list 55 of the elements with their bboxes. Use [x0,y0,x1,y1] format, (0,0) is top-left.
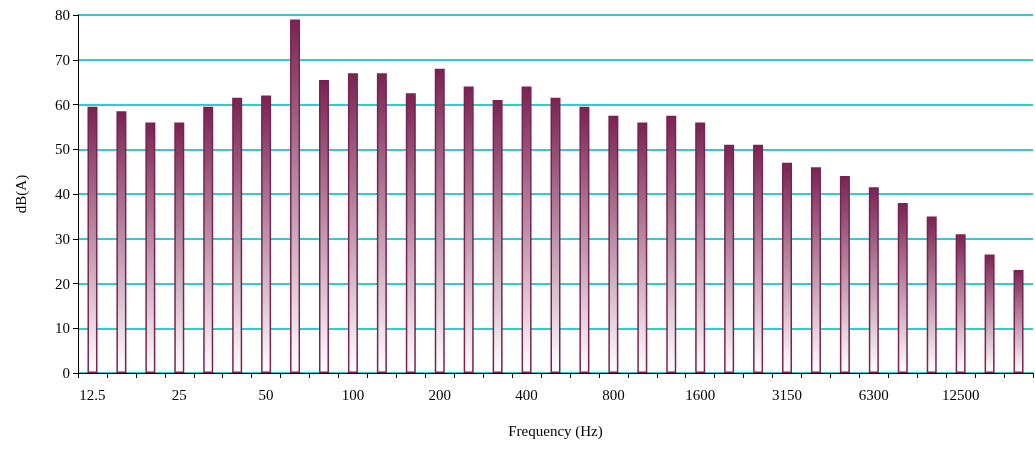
x-tick-label: 12500 [941,386,980,403]
bar [984,254,995,373]
bar [810,167,821,373]
x-tick-label: 3150 [772,386,803,403]
bar [290,19,301,373]
x-tick-label: 400 [515,386,538,403]
y-tick-label: 60 [55,96,70,113]
y-axis-title: dB(A) [12,174,30,214]
bar [261,95,272,373]
bar [666,115,677,373]
bar [550,97,561,373]
bar [897,202,908,373]
bar [87,106,98,373]
bar [405,93,416,373]
bar [174,122,185,373]
bar [145,122,156,373]
bar [926,216,937,373]
bar [839,176,850,373]
bar [521,86,532,373]
x-axis-title: Frequency (Hz) [508,422,603,440]
x-tick-label: 100 [341,386,365,403]
bar [695,122,706,373]
bar [347,73,358,373]
bar [1013,270,1024,373]
y-tick-label: 70 [55,51,70,68]
bar [782,162,793,373]
y-tick-label: 10 [55,320,70,337]
bar [434,68,445,373]
bar [868,187,879,373]
y-tick-label: 0 [62,365,70,381]
bar [203,106,214,373]
x-tick-label: 25 [171,386,187,403]
bar [463,86,474,373]
x-tick-label: 6300 [858,386,889,403]
y-tick-label: 80 [55,7,70,23]
x-tick-label: 200 [428,386,451,403]
bar [116,111,127,373]
bar [232,97,243,373]
bar [492,100,503,373]
bar [637,122,648,373]
x-tick-label: 800 [602,386,625,403]
bar [955,234,966,373]
x-tick-label: 50 [258,386,274,403]
y-tick-label: 30 [55,230,70,247]
y-tick-label: 50 [55,141,70,158]
x-tick-label: 1600 [685,386,716,403]
y-tick-label: 20 [55,275,70,292]
x-tick-label: 12.5 [79,386,106,403]
bar [376,73,387,373]
y-tick-label: 40 [55,186,70,202]
bar [579,106,590,373]
bar [608,115,619,373]
bar [753,144,764,373]
bar [318,79,329,373]
bar [724,144,735,373]
